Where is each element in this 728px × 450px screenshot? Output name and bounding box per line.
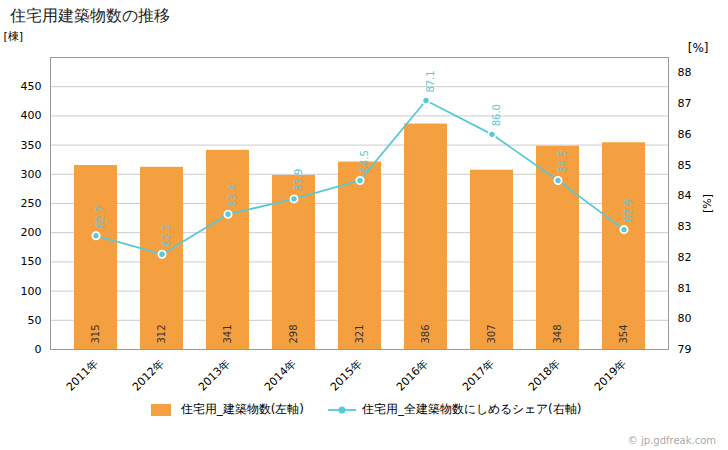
svg-text:85: 85 bbox=[678, 159, 692, 172]
svg-text:2019年: 2019年 bbox=[592, 357, 629, 394]
svg-text:82.9: 82.9 bbox=[623, 199, 634, 221]
svg-text:2016年: 2016年 bbox=[394, 357, 431, 394]
svg-text:88: 88 bbox=[678, 66, 692, 79]
svg-text:83.4: 83.4 bbox=[227, 184, 238, 206]
svg-text:350: 350 bbox=[21, 139, 42, 152]
svg-text:84: 84 bbox=[678, 189, 692, 202]
svg-text:84.5: 84.5 bbox=[557, 150, 568, 172]
svg-text:2013年: 2013年 bbox=[196, 357, 233, 394]
svg-text:315: 315 bbox=[90, 324, 101, 343]
svg-text:200: 200 bbox=[21, 226, 42, 239]
svg-text:2017年: 2017年 bbox=[460, 357, 497, 394]
svg-text:341: 341 bbox=[222, 324, 233, 343]
svg-text:386: 386 bbox=[420, 324, 431, 343]
svg-text:86.0: 86.0 bbox=[491, 104, 502, 126]
svg-text:321: 321 bbox=[354, 324, 365, 343]
svg-text:312: 312 bbox=[156, 324, 167, 343]
svg-text:0: 0 bbox=[35, 343, 42, 356]
svg-text:100: 100 bbox=[21, 285, 42, 298]
html-text:住宅用建築物数の推移: 住宅用建築物数の推移 bbox=[10, 6, 170, 25]
svg-text:87.1: 87.1 bbox=[425, 70, 436, 92]
svg-text:307: 307 bbox=[486, 324, 497, 343]
html-text:住宅用_全建築物数にしめるシェア(右軸): 住宅用_全建築物数にしめるシェア(右軸) bbox=[362, 402, 582, 416]
svg-text:2018年: 2018年 bbox=[526, 357, 563, 394]
svg-text:2011年: 2011年 bbox=[64, 357, 101, 394]
svg-text:298: 298 bbox=[288, 324, 299, 343]
svg-text:82: 82 bbox=[678, 251, 692, 264]
svg-text:83.9: 83.9 bbox=[293, 169, 304, 191]
html-text:© jp.gdfreak.com: © jp.gdfreak.com bbox=[627, 435, 716, 446]
svg-text:400: 400 bbox=[21, 109, 42, 122]
svg-text:[%]: [%] bbox=[688, 41, 709, 55]
svg-text:86: 86 bbox=[678, 128, 692, 141]
svg-text:450: 450 bbox=[21, 80, 42, 93]
svg-text:2014年: 2014年 bbox=[262, 357, 299, 394]
svg-text:300: 300 bbox=[21, 168, 42, 181]
svg-text:150: 150 bbox=[21, 255, 42, 268]
svg-text:[%]: [%] bbox=[701, 194, 714, 213]
svg-text:81: 81 bbox=[678, 282, 692, 295]
svg-text:82.7: 82.7 bbox=[95, 206, 106, 228]
svg-text:2012年: 2012年 bbox=[130, 357, 167, 394]
svg-text:50: 50 bbox=[28, 314, 42, 327]
svg-text:354: 354 bbox=[618, 324, 629, 343]
svg-text:83: 83 bbox=[678, 220, 692, 233]
svg-text:80: 80 bbox=[678, 312, 692, 325]
svg-text:87: 87 bbox=[678, 97, 692, 110]
svg-text:82.1: 82.1 bbox=[161, 224, 172, 246]
svg-text:2015年: 2015年 bbox=[328, 357, 365, 394]
svg-text:348: 348 bbox=[552, 324, 563, 343]
svg-text:84.5: 84.5 bbox=[359, 150, 370, 172]
svg-text:250: 250 bbox=[21, 197, 42, 210]
svg-text:79: 79 bbox=[678, 343, 692, 356]
html-text:住宅用_建築物数(左軸): 住宅用_建築物数(左軸) bbox=[180, 402, 304, 416]
svg-text:[棟]: [棟] bbox=[4, 30, 24, 43]
